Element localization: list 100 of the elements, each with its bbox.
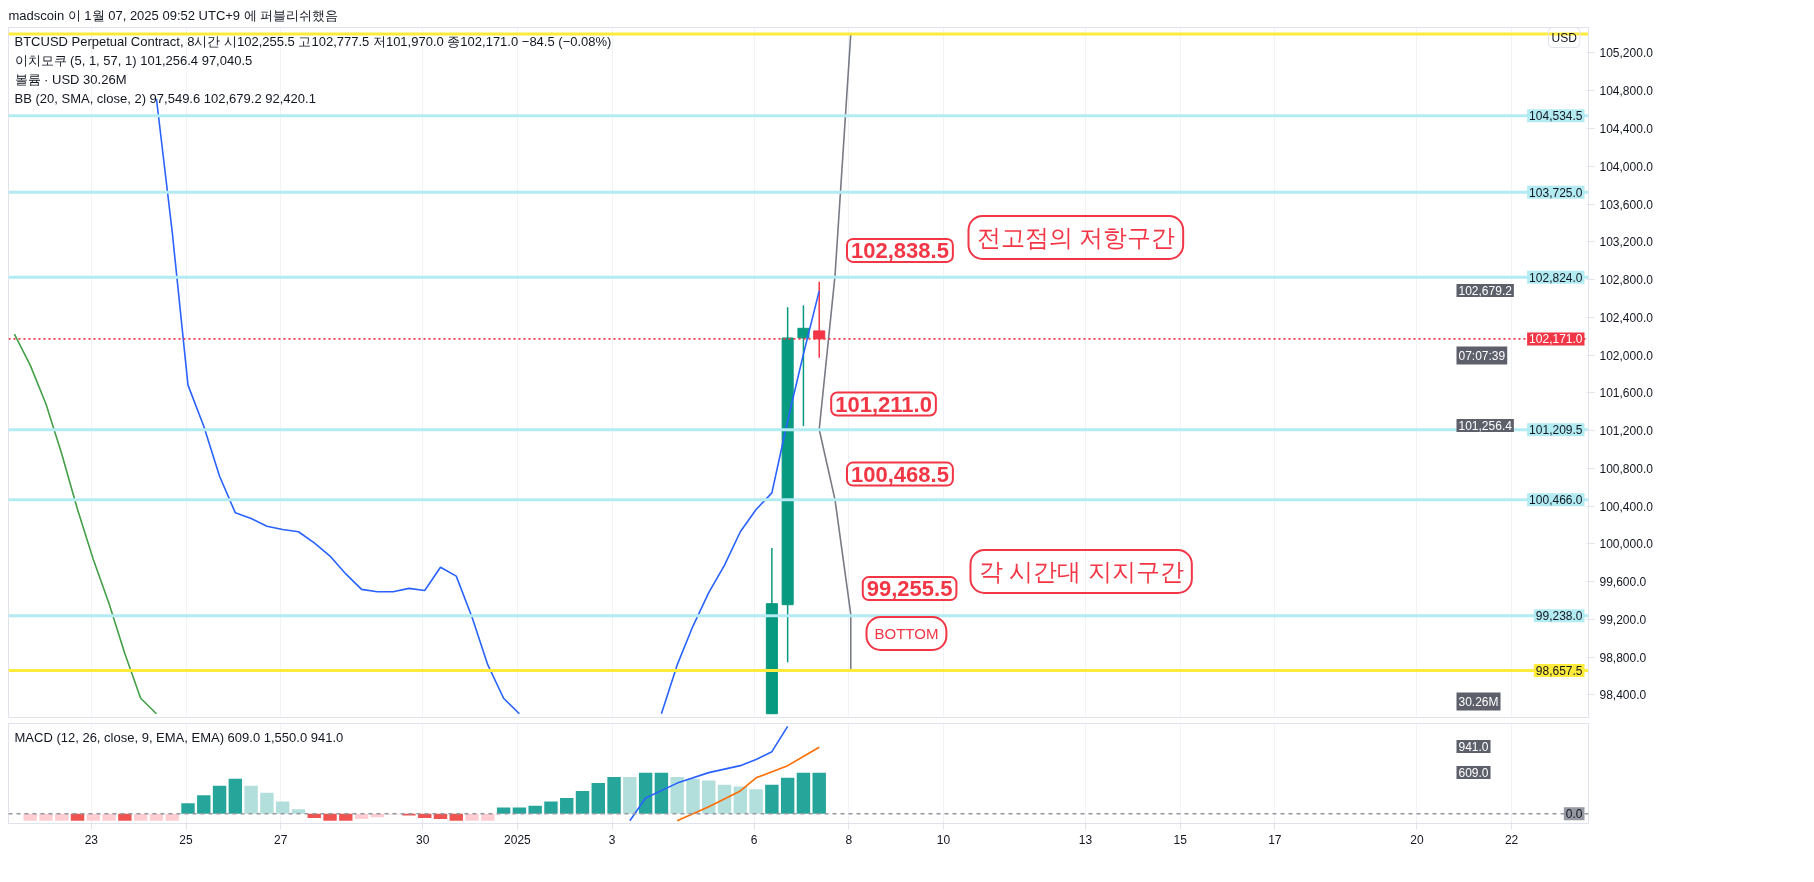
bar [102, 813, 116, 821]
y-tick-label: 101,600.0 [1599, 386, 1654, 401]
bar [623, 776, 637, 814]
x-tick-label: 20 [1410, 832, 1424, 847]
x-tick-label: 6 [750, 832, 758, 847]
bar [275, 801, 290, 814]
bar [749, 789, 763, 814]
annotation: 30.26M [1458, 694, 1499, 709]
y-tick-label: 98,400.0 [1599, 688, 1647, 703]
y-tick-label: 102,400.0 [1599, 310, 1654, 325]
line-series [13, 333, 158, 715]
ref-line-label: 99,238.0 [1535, 609, 1583, 624]
bar [197, 795, 211, 814]
bar [23, 813, 37, 821]
y-tick-label: 105,200.0 [1599, 46, 1654, 61]
y-tick-label: 104,800.0 [1599, 84, 1654, 99]
annotation: 전고점의 저항구간 [976, 224, 1176, 251]
annotation: USD [1551, 30, 1578, 45]
x-tick-label: 15 [1173, 832, 1188, 847]
x-tick-label: 27 [274, 832, 288, 847]
bar [291, 809, 306, 814]
x-tick-label: 23 [84, 832, 99, 847]
bar [560, 797, 574, 814]
bar [796, 772, 811, 814]
candlestick [797, 304, 810, 427]
y-tick-label: 100,800.0 [1599, 461, 1654, 476]
ref-line-label: 98,657.5 [1535, 664, 1583, 679]
bar [812, 772, 826, 814]
y-tick-label: 100,400.0 [1599, 499, 1654, 514]
bar [133, 813, 148, 821]
bar [323, 813, 337, 821]
y-tick-label: 99,200.0 [1599, 612, 1647, 627]
annotation: 102,838.5 [850, 237, 949, 263]
annotation: 이치모쿠 (5, 1, 57, 1) 101,256.4 97,040.5 [14, 52, 253, 68]
x-tick-label: 2025 [504, 832, 532, 847]
annotation: 각 시간대 지지구간 [978, 558, 1184, 585]
x-tick-label: 17 [1268, 832, 1282, 847]
bar [86, 813, 101, 821]
bar [339, 813, 353, 821]
bar [654, 772, 669, 814]
ref-line-label: 102,171.0 [1529, 332, 1583, 347]
y-tick-label: 104,400.0 [1599, 122, 1654, 136]
y-tick-label: 101,200.0 [1599, 424, 1654, 439]
bar [670, 776, 684, 814]
ref-line-label: 100,466.0 [1529, 493, 1583, 508]
ref-line-label: 0.0 [1565, 807, 1583, 822]
bar [591, 783, 605, 814]
bar [244, 785, 258, 814]
bar [765, 784, 779, 814]
bar [780, 777, 795, 814]
y-tick-label: 104,000.0 [1599, 159, 1654, 174]
bar [118, 813, 132, 821]
chart-subtitle: madscoin 이 1월 07, 2025 09:52 UTC+9 에 퍼블리쉬했음 [8, 7, 339, 23]
bar [55, 813, 69, 821]
x-tick-label: 8 [845, 832, 853, 847]
bar [575, 790, 590, 814]
bar [465, 813, 479, 821]
bar [212, 785, 227, 814]
bar [544, 801, 558, 814]
annotation: 941.0 [1458, 740, 1489, 754]
x-tick-label: 30 [416, 832, 430, 847]
bar [260, 792, 274, 814]
annotation: 609.0 [1458, 766, 1489, 780]
x-tick-label: 22 [1504, 832, 1519, 847]
bar [528, 805, 542, 814]
ref-line-label: 101,209.5 [1529, 423, 1583, 438]
annotation: 99,255.5 [866, 576, 953, 602]
bar [686, 778, 700, 814]
bar [181, 803, 195, 814]
annotation: 볼륨 · USD 30.26M [14, 71, 127, 87]
annotation: 102,679.2 [1458, 284, 1513, 298]
bar [70, 813, 85, 821]
y-tick-label: 102,000.0 [1599, 348, 1654, 363]
y-tick-label: 98,800.0 [1599, 650, 1647, 665]
bar [149, 813, 164, 821]
annotation: BB (20, SMA, close, 2) 97,549.6 102,679.2 92,420.1 [14, 90, 316, 106]
bar [449, 813, 463, 821]
x-tick-label: 3 [608, 832, 616, 847]
bar [433, 813, 448, 819]
x-tick-label: 25 [179, 832, 194, 847]
annotation: 07:07:39 [1458, 348, 1506, 363]
bar [702, 780, 716, 814]
bar [165, 813, 179, 821]
y-tick-label: 99,600.0 [1599, 575, 1647, 590]
ref-line-label: 103,725.0 [1529, 185, 1583, 200]
x-tick-label: 10 [936, 832, 951, 847]
y-tick-label: 102,800.0 [1599, 273, 1654, 288]
bar [607, 776, 621, 814]
bar [39, 813, 53, 821]
chart-title: BTCUSD Perpetual Contract, 8시간 시102,255.5 고102,777.5 저101,970.0 종102,171.0 −84.5 (−0.08%) [14, 33, 612, 49]
bar [481, 813, 495, 821]
bar [228, 778, 243, 814]
ref-line-label: 104,534.5 [1529, 109, 1583, 124]
chart-title: MACD (12, 26, close, 9, EMA, EMA) 609.0 1,550.0 941.0 [14, 729, 344, 745]
y-tick-label: 103,200.0 [1599, 235, 1654, 250]
bar [354, 813, 369, 819]
ref-line-label: 102,824.0 [1529, 270, 1583, 285]
y-tick-label: 100,000.0 [1599, 537, 1654, 552]
annotation: 100,468.5 [850, 461, 949, 487]
y-tick-label: 103,600.0 [1599, 197, 1654, 212]
